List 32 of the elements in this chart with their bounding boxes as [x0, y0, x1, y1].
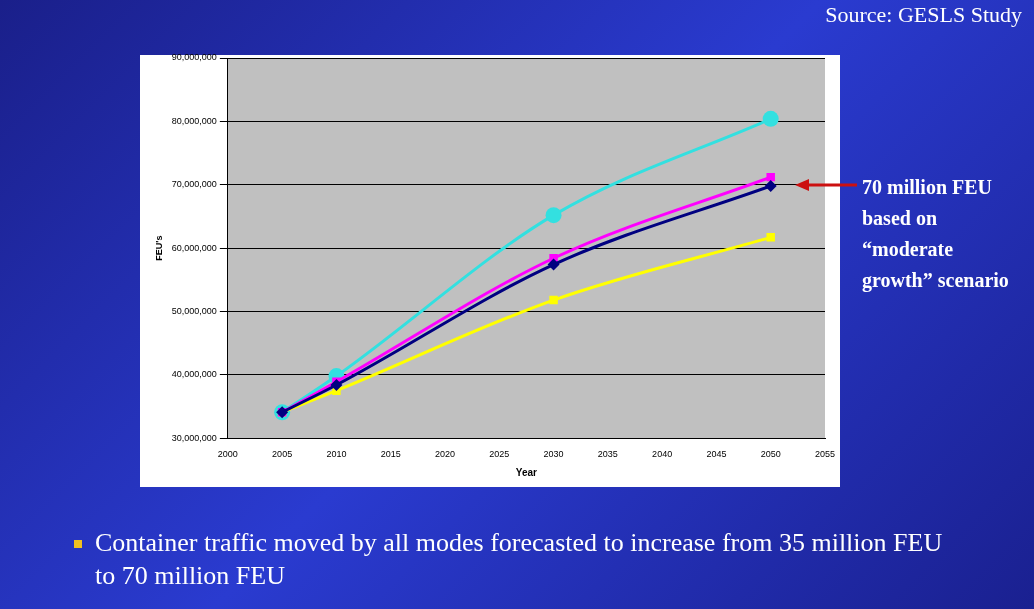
- x-tick-label: 2055: [814, 449, 836, 460]
- x-tick-label: 2030: [543, 449, 564, 460]
- x-axis-title: Year: [515, 466, 538, 478]
- x-tick-label: 2045: [706, 449, 727, 460]
- y-axis-title: FEU's: [153, 235, 164, 261]
- point: [766, 233, 775, 242]
- x-tick-label: 2015: [380, 449, 401, 460]
- y-tick-label: 60,000,000: [171, 242, 217, 253]
- y-tick-label: 90,000,000: [171, 52, 217, 63]
- point: [764, 180, 777, 192]
- x-tick-label: 2000: [217, 449, 238, 460]
- point: [330, 378, 343, 391]
- x-tick-label: 2005: [272, 449, 293, 460]
- y-tick-label: 50,000,000: [171, 305, 217, 316]
- point: [762, 110, 779, 127]
- x-tick-label: 2010: [326, 449, 347, 460]
- y-tick-label: 30,000,000: [171, 432, 217, 443]
- point: [766, 172, 775, 182]
- point: [549, 295, 558, 305]
- x-tick-label: 2025: [489, 449, 510, 460]
- x-tick-label: 2040: [652, 449, 673, 460]
- y-tick-label: 40,000,000: [171, 369, 217, 380]
- point: [547, 258, 560, 271]
- x-tick-label: 2050: [760, 449, 781, 460]
- text: 70 million FEU based on “moderate growth” scenario: [862, 175, 1010, 294]
- y-tick-label: 80,000,000: [171, 115, 217, 126]
- x-tick-label: 2020: [434, 449, 456, 460]
- y-tick-label: 70,000,000: [171, 179, 217, 190]
- point: [545, 207, 562, 224]
- x-tick-label: 2035: [597, 449, 618, 460]
- source-note: Source: GESLS Study: [825, 2, 1022, 28]
- text: Container traffic moved by all modes forecasted to increase from 35 million FEU to 70 million FEU: [95, 527, 944, 592]
